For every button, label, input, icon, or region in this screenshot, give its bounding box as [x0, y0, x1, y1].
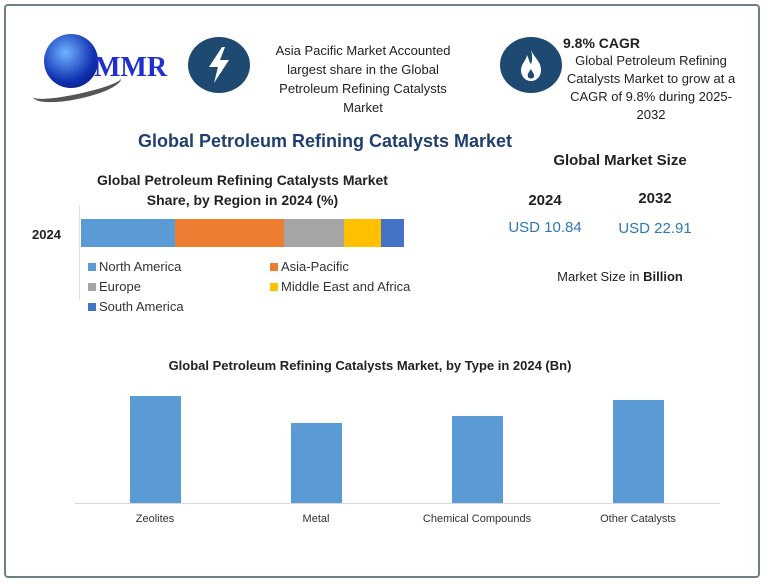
highlight-text: Asia Pacific Market Accounted largest sh…	[275, 43, 451, 115]
unit-bold: Billion	[643, 269, 683, 284]
globe-icon	[44, 34, 98, 88]
cagr-icon-circle	[500, 37, 562, 93]
region-chart-title: Global Petroleum Refining Catalysts Mark…	[97, 172, 388, 208]
legend-item: Middle East and Africa	[270, 279, 410, 294]
type-axis-label: Zeolites	[135, 513, 175, 525]
type-bar-other-catalysts	[613, 400, 664, 503]
lightning-icon	[209, 47, 229, 83]
highlight-icon-circle	[188, 37, 250, 93]
market-size-value-2032: USD 22.91	[618, 220, 692, 237]
legend-item: South America	[88, 299, 184, 314]
legend-swatch	[270, 282, 278, 291]
market-size-value-2024: USD 10.84	[508, 219, 582, 236]
region-segment-europe	[284, 219, 345, 247]
infographic-frame	[4, 4, 760, 578]
legend-swatch	[88, 262, 96, 271]
region-stacked-bar	[81, 219, 404, 247]
legend-swatch	[88, 302, 96, 311]
legend-item: North America	[88, 259, 181, 274]
logo-text: MMR	[94, 52, 168, 83]
type-axis-label: Metal	[302, 513, 330, 525]
region-segment-middle-east-and-africa	[344, 219, 382, 247]
logo: MMR	[30, 28, 170, 109]
market-size-title: Global Market Size	[553, 152, 687, 169]
flame-icon	[521, 49, 541, 81]
type-axis-label: Chemical Compounds	[422, 513, 532, 525]
type-bar-chemical-compounds	[452, 416, 503, 503]
region-segment-north-america	[81, 219, 175, 247]
type-bar-metal	[291, 423, 342, 503]
type-bar-zeolites	[130, 396, 181, 503]
legend-label: Middle East and Africa	[281, 279, 411, 294]
type-axis-label: Other Catalysts	[600, 513, 676, 525]
region-segment-asia-pacific	[174, 219, 285, 247]
market-size-year-2024: 2024	[528, 192, 562, 209]
region-chart-axis	[79, 205, 80, 300]
legend-item: Asia-Pacific	[270, 259, 349, 274]
legend-swatch	[88, 282, 96, 291]
legend-label: South America	[99, 299, 184, 314]
region-segment-south-america	[381, 219, 404, 247]
type-chart-title: Global Petroleum Refining Catalysts Mark…	[168, 358, 572, 373]
unit-prefix: Market Size in	[557, 269, 644, 284]
legend-item: Europe	[88, 279, 141, 294]
cagr-title: 9.8% CAGR	[563, 35, 641, 51]
legend-label: Asia-Pacific	[281, 259, 349, 274]
main-title: Global Petroleum Refining Catalysts Mark…	[137, 131, 513, 151]
legend-swatch	[270, 262, 278, 271]
legend-label: Europe	[99, 279, 141, 294]
cagr-text: Global Petroleum Refining Catalysts Mark…	[566, 53, 736, 122]
region-chart-category-label: 2024	[32, 227, 61, 242]
legend-label: North America	[99, 259, 182, 274]
market-size-unit: Market Size in Billion	[520, 269, 720, 284]
type-chart-baseline	[75, 503, 720, 504]
market-size-year-2032: 2032	[638, 190, 672, 207]
